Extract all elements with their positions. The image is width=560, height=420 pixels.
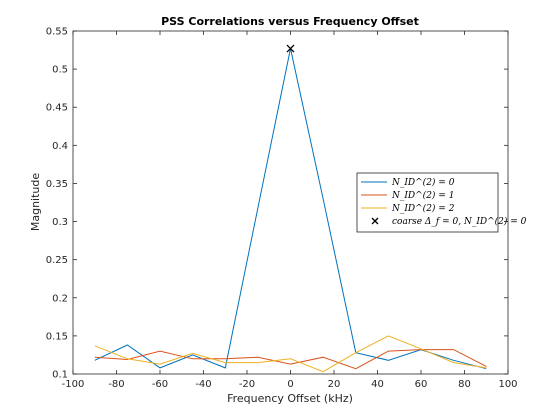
- x-tick-label: 80: [458, 379, 471, 390]
- y-tick-label: 0.55: [46, 27, 68, 38]
- x-tick-label: -100: [62, 379, 85, 390]
- y-tick-label: 0.5: [52, 65, 68, 76]
- y-tick-label: 0.15: [46, 331, 68, 342]
- y-tick-label: 0.2: [52, 293, 68, 304]
- legend: N_ID^(2) = 0 N_ID^(2) = 1 N_ID^(2) = 2 coar…: [356, 172, 527, 233]
- y-tick-label: 0.1: [52, 370, 68, 381]
- x-tick-label: -40: [195, 379, 211, 390]
- axes: -100 -80 -60 -40 -20 0 20 40 60 80 100 0.1 0.15 0.2 0.…: [46, 27, 518, 391]
- y-tick-label: 0.4: [52, 141, 68, 152]
- x-tick-label: -80: [108, 379, 124, 390]
- x-tick-label: 60: [415, 379, 428, 390]
- x-tick-label: -60: [152, 379, 168, 390]
- legend-label-0: N_ID^(2) = 0: [391, 177, 455, 188]
- series-line-2: [94, 335, 487, 373]
- legend-box: [356, 172, 499, 233]
- peak-marker: [286, 44, 295, 53]
- x-tick-label: 20: [328, 379, 341, 390]
- y-tick-label: 0.45: [46, 103, 68, 114]
- x-tick-label: 100: [498, 379, 517, 390]
- legend-marker-icon: [371, 217, 379, 225]
- legend-label-2: N_ID^(2) = 2: [391, 203, 455, 214]
- series-line-1: [94, 349, 487, 370]
- y-axis-label: Magnitude: [29, 173, 42, 232]
- x-tick-label: 40: [371, 379, 384, 390]
- plot-lines: [94, 44, 487, 373]
- x-axis-label: Frequency Offset (kHz): [227, 392, 353, 405]
- y-tick-label: 0.35: [46, 179, 68, 190]
- chart-title: PSS Correlations versus Frequency Offset: [161, 15, 419, 28]
- y-tick-label: 0.3: [52, 217, 68, 228]
- legend-label-1: N_ID^(2) = 1: [391, 190, 454, 201]
- y-tick-label: 0.25: [46, 255, 68, 266]
- x-tick-label: 0: [287, 379, 293, 390]
- x-tick-label: -20: [239, 379, 255, 390]
- legend-label-marker: coarse Δ_f = 0, N_ID^(2) = 0: [392, 216, 527, 227]
